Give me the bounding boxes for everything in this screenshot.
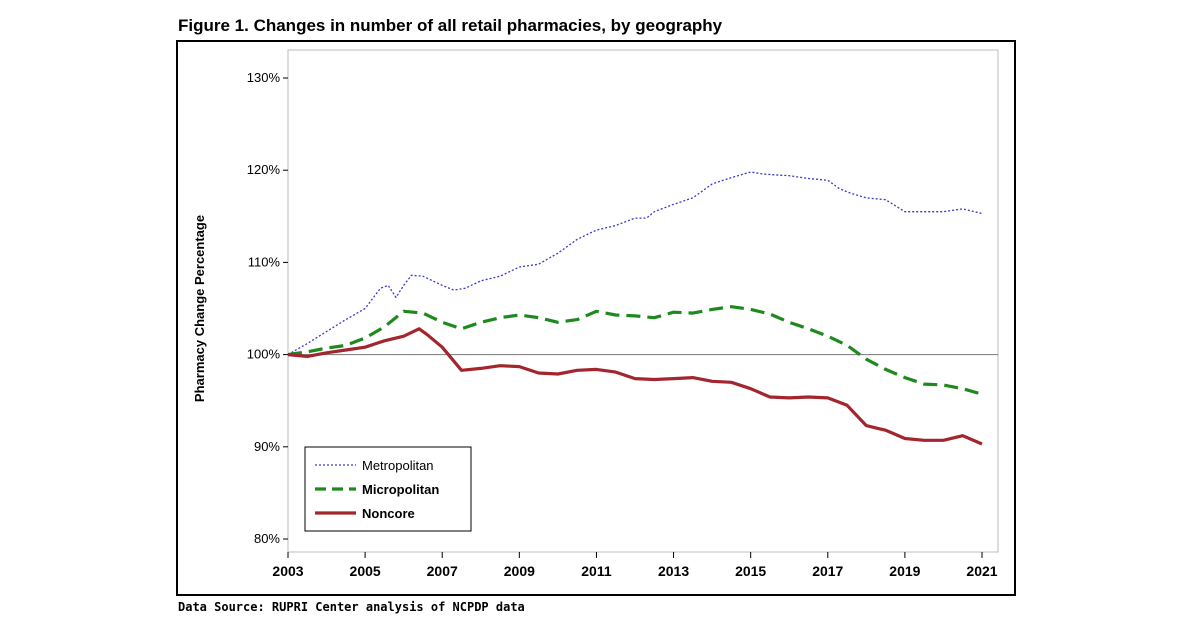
y-axis-label: Pharmacy Change Percentage	[192, 215, 207, 402]
x-tick-label: 2013	[658, 563, 689, 579]
x-tick-label: 2003	[272, 563, 303, 579]
y-tick-label: 120%	[247, 162, 281, 177]
x-tick-label: 2019	[889, 563, 920, 579]
x-tick-label: 2009	[504, 563, 535, 579]
line-chart: 80%90%100%110%120%130% 2003 2005 2007 2009 2…	[192, 49, 999, 579]
x-tick-label: 2017	[812, 563, 843, 579]
data-source-note: Data Source: RUPRI Center analysis of NC…	[178, 600, 525, 614]
legend-label-metropolitan: Metropolitan	[362, 458, 434, 473]
x-tick-label: 2011	[581, 563, 612, 579]
y-tick-label: 80%	[254, 531, 280, 546]
legend: Metropolitan Micropolitan Noncore	[304, 446, 472, 532]
y-tick-label: 100%	[247, 347, 281, 362]
y-axis: 80% 90% 100% 110% 120% 130%	[247, 70, 288, 546]
series-line-noncore	[287, 327, 983, 446]
series-layer	[287, 171, 983, 446]
y-tick-label: 90%	[254, 439, 280, 454]
x-tick-label: 2005	[350, 563, 381, 579]
chart-frame: 80% 90% 100% 110% 120% 130% 2003 2005 2007 2009 2…	[176, 40, 1016, 596]
legend-label-noncore: Noncore	[362, 506, 415, 521]
figure-title: Figure 1. Changes in number of all retai…	[178, 16, 723, 35]
y-tick-label: 130%	[247, 70, 281, 85]
x-tick-label: 2021	[966, 563, 997, 579]
series-line-metropolitan	[287, 171, 983, 356]
x-tick-label: 2007	[427, 563, 458, 579]
x-tick-label: 2015	[735, 563, 766, 579]
series-line-micropolitan	[287, 305, 983, 396]
legend-label-micropolitan: Micropolitan	[362, 482, 439, 497]
y-tick-label: 110%	[248, 254, 281, 269]
x-axis: 2003 2005 2007 2009 2011 2013 2015 2017 2019 2021	[272, 552, 998, 579]
